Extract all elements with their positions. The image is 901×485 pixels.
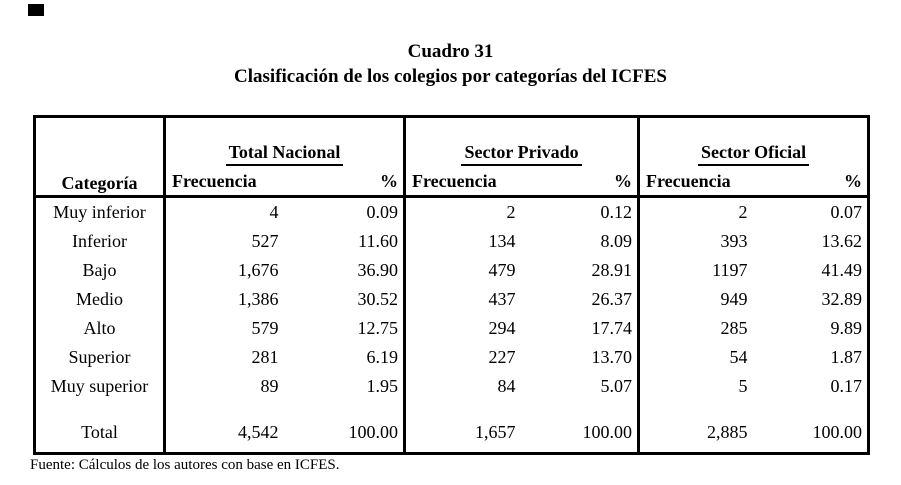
national-total-percent-cell: 100.00 — [284, 401, 407, 453]
official-frequency-cell: 1197 — [712, 260, 748, 280]
official-total-frequency-cell: 2,885 — [707, 421, 748, 442]
national-frequency-header: Frecuencia — [164, 166, 285, 198]
private-percent-cell: 8.09 — [521, 227, 641, 256]
category-cell: Inferior — [34, 227, 166, 256]
table-row-muy-superior: Muy superior 89 1.95 84 5.07 5 0.17 — [34, 372, 869, 401]
table-row-superior: Superior 281 6.19 227 13.70 54 1.87 — [34, 343, 869, 372]
official-frequency-cell: 5 — [738, 376, 748, 396]
official-total-percent-cell: 100.00 — [812, 421, 863, 442]
official-frequency-cell: 54 — [729, 347, 748, 367]
table-header: Categoría Total Nacional Sector Privado … — [34, 116, 869, 198]
official-percent-cell: 1.87 — [830, 347, 863, 367]
national-frequency-cell: 579 — [251, 318, 279, 338]
national-percent-cell: 36.90 — [284, 256, 407, 285]
group-header-national: Total Nacional — [164, 116, 407, 167]
source-note: Fuente: Cálculos de los autores con base… — [30, 457, 340, 473]
table-caption-title: Clasificación de los colegios por catego… — [234, 66, 667, 87]
private-frequency-cell: 294 — [488, 318, 516, 338]
private-frequency-header: Frecuencia — [404, 166, 522, 198]
national-percent-cell: 30.52 — [284, 285, 407, 314]
category-cell: Bajo — [34, 256, 166, 285]
private-percent-cell: 17.74 — [521, 314, 641, 343]
private-frequency-cell: 134 — [488, 231, 516, 251]
table-total-row: Total 4,542 100.00 1,657 100.00 2,885 10… — [34, 401, 869, 453]
private-percent-cell: 5.07 — [521, 372, 641, 401]
national-frequency-cell: 527 — [251, 231, 279, 251]
official-percent-cell: 0.07 — [830, 202, 863, 222]
national-frequency-cell: 89 — [260, 376, 279, 396]
private-percent-header: % — [521, 166, 641, 198]
official-frequency-cell: 285 — [720, 318, 748, 338]
table-row-bajo: Bajo 1,676 36.90 479 28.91 1197 41.49 — [34, 256, 869, 285]
table-body: Muy inferior 4 0.09 2 0.12 2 0.07 Inferi… — [34, 196, 869, 453]
icfes-classification-table: Categoría Total Nacional Sector Privado … — [33, 115, 871, 455]
private-total-percent-cell: 100.00 — [521, 401, 641, 453]
group-title-national: Total Nacional — [225, 142, 344, 166]
sub-header-row: Frecuencia % Frecuencia % Frecuencia % — [35, 166, 869, 198]
private-total-frequency-cell: 1,657 — [475, 421, 516, 442]
private-frequency-cell: 479 — [488, 260, 516, 280]
table-row-muy-inferior: Muy inferior 4 0.09 2 0.12 2 0.07 — [34, 196, 869, 227]
category-cell: Muy inferior — [34, 196, 166, 227]
group-title-official: Sector Oficial — [697, 142, 810, 166]
table-row-alto: Alto 579 12.75 294 17.74 285 9.89 — [34, 314, 869, 343]
national-total-frequency-cell: 4,542 — [238, 421, 279, 442]
group-title-private: Sector Privado — [461, 142, 582, 166]
group-header-official: Sector Oficial — [639, 117, 869, 167]
table-row-medio: Medio 1,386 30.52 437 26.37 949 32.89 — [34, 285, 869, 314]
national-frequency-cell: 4 — [269, 202, 279, 222]
national-percent-cell: 12.75 — [284, 314, 407, 343]
official-percent-header: % — [753, 166, 869, 198]
official-percent-cell: 41.49 — [821, 260, 863, 280]
private-frequency-cell: 437 — [488, 289, 516, 309]
official-percent-cell: 32.89 — [821, 289, 863, 309]
category-cell: Muy superior — [34, 372, 166, 401]
official-percent-cell: 9.89 — [830, 318, 863, 338]
category-cell: Alto — [34, 314, 166, 343]
private-frequency-cell: 227 — [488, 347, 516, 367]
official-frequency-cell: 949 — [720, 289, 748, 309]
national-frequency-cell: 281 — [251, 347, 279, 367]
private-percent-cell: 0.12 — [521, 196, 641, 227]
category-cell: Medio — [34, 285, 166, 314]
category-column-header: Categoría — [34, 116, 166, 198]
private-percent-cell: 13.70 — [521, 343, 641, 372]
official-frequency-cell: 393 — [720, 231, 748, 251]
national-percent-cell: 6.19 — [284, 343, 407, 372]
table-number-title: Cuadro 31 — [407, 41, 494, 62]
table-row-inferior: Inferior 527 11.60 134 8.09 393 13.62 — [34, 227, 869, 256]
total-label-cell: Total — [34, 401, 166, 453]
private-percent-cell: 26.37 — [521, 285, 641, 314]
scan-artifact-mark — [28, 4, 44, 16]
group-header-private: Sector Privado — [404, 116, 641, 167]
official-percent-cell: 13.62 — [821, 231, 863, 251]
national-percent-cell: 11.60 — [284, 227, 407, 256]
national-percent-header: % — [284, 166, 407, 198]
official-frequency-cell: 2 — [738, 202, 748, 222]
private-frequency-cell: 84 — [497, 376, 516, 396]
national-frequency-cell: 1,386 — [238, 289, 279, 309]
national-percent-cell: 0.09 — [284, 196, 407, 227]
national-frequency-cell: 1,676 — [238, 260, 279, 280]
category-cell: Superior — [34, 343, 166, 372]
private-frequency-cell: 2 — [506, 202, 516, 222]
official-percent-cell: 0.17 — [830, 376, 863, 396]
official-frequency-header: Frecuencia — [638, 166, 754, 198]
national-percent-cell: 1.95 — [284, 372, 407, 401]
group-header-row: Categoría Total Nacional Sector Privado … — [34, 116, 869, 198]
private-percent-cell: 28.91 — [521, 256, 641, 285]
